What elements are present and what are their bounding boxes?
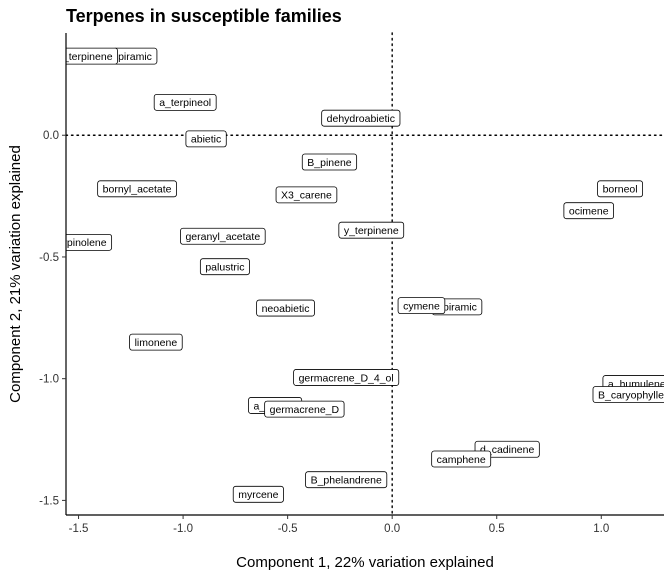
x-tick-label: -0.5 xyxy=(278,523,298,535)
point-label-text: B_pinene xyxy=(307,157,352,169)
x-axis-title: Component 1, 22% variation explained xyxy=(236,554,494,571)
point-label-text: neoabietic xyxy=(262,303,310,315)
point-label: X3_carene xyxy=(275,186,338,204)
point-label-box xyxy=(199,258,250,276)
point-label: camphene xyxy=(431,450,492,468)
point-label-text: B_caryophyllene xyxy=(598,389,672,401)
chart-title: Terpenes in susceptible families xyxy=(66,6,342,26)
point-label: germacrene_D_4_ol xyxy=(293,369,400,386)
point-label-box xyxy=(256,299,315,317)
reference-lines xyxy=(65,32,665,516)
point-label-box xyxy=(185,130,227,148)
point-label-box xyxy=(338,221,405,239)
point-label-text: abietic xyxy=(191,134,221,146)
y-tick-label: -1.5 xyxy=(39,495,59,507)
point-label: B_caryophyllene xyxy=(592,386,672,403)
point-label-text: opiramic xyxy=(437,302,477,314)
point-label: myrcene xyxy=(232,485,284,503)
x-tick-label: 0.0 xyxy=(384,523,400,535)
point-label: abietic xyxy=(185,130,227,148)
point-label-partial: piramic xyxy=(112,47,158,65)
point-label-text: B_phelandrene xyxy=(311,475,382,487)
point-label-text: geranyl_acetate xyxy=(185,231,260,243)
tick-labels: -1.5 -1.0 -0.5 0.0 0.5 1.0 -1.5 -1.0 -0.5 0.0 xyxy=(39,130,609,535)
y-tick-label: -0.5 xyxy=(39,252,59,264)
point-label-box xyxy=(232,485,284,503)
point-label-text: a_terpineol xyxy=(159,97,211,109)
point-label: cymene xyxy=(397,297,446,315)
point-label: neoabietic xyxy=(256,299,315,317)
y-tick-label: -1.0 xyxy=(39,374,59,386)
point-label: B_pinene xyxy=(301,153,358,171)
point-label-text: a_terpinene xyxy=(57,51,113,63)
point-label-box xyxy=(97,180,177,198)
point-label-text: germacrene_D_4_ol xyxy=(299,372,394,384)
x-tick-label: -1.5 xyxy=(69,523,89,535)
point-label-text: bornyl_acetate xyxy=(103,184,172,196)
point-label-box xyxy=(321,109,401,127)
x-tick-label: 1.0 xyxy=(593,523,609,535)
y-axis-title: Component 2, 21% variation explained xyxy=(7,145,24,403)
point-label-box xyxy=(563,202,614,220)
point-label-text: ocimene xyxy=(569,206,609,218)
point-label-box xyxy=(431,450,492,468)
point-label-box xyxy=(293,369,400,386)
point-label: y_terpinene xyxy=(338,221,405,239)
point-label: limonene xyxy=(129,333,183,351)
point-label-box xyxy=(275,186,338,204)
point-label: palustric xyxy=(199,258,250,276)
point-label: a_terpineol xyxy=(153,93,217,111)
point-label-text: piramic xyxy=(118,51,152,63)
point-label: a_terpinene xyxy=(57,47,118,65)
point-label-box xyxy=(66,233,113,251)
point-label-box xyxy=(264,400,345,418)
point-label-box xyxy=(301,153,358,171)
point-label-box xyxy=(592,386,664,403)
point-label-text: terpinolene xyxy=(55,237,107,249)
point-label-text: cymene xyxy=(403,300,440,312)
point-label: ocimene xyxy=(563,202,614,220)
point-label-box xyxy=(153,93,217,111)
x-tick-label: -1.0 xyxy=(173,523,193,535)
point-label-text: germacrene_D xyxy=(270,404,340,416)
x-tick-label: 0.5 xyxy=(489,523,505,535)
point-label: borneol xyxy=(597,180,644,198)
axes xyxy=(62,33,664,519)
point-label: dehydroabietic xyxy=(321,109,401,127)
point-label: terpinolene xyxy=(55,233,113,251)
point-label: d_cadinene xyxy=(474,440,540,458)
point-label-text: borneol xyxy=(603,184,638,196)
point-label-text: d_cadinene xyxy=(480,444,534,456)
point-label-text: dehydroabietic xyxy=(327,113,395,125)
point-label-box xyxy=(597,180,644,198)
y-tick-label: 0.0 xyxy=(43,130,59,142)
point-label: germacrene_D xyxy=(264,400,345,418)
point-label-box xyxy=(180,227,266,245)
point-label: bornyl_acetate xyxy=(97,180,177,198)
point-label-text: X3_carene xyxy=(281,190,332,202)
point-label: B_phelandrene xyxy=(305,471,388,489)
point-label-box xyxy=(129,333,183,351)
point-labels: piramic opiramic a_terpinene a_terpineoldeh… xyxy=(55,47,672,503)
point-label-text: palustric xyxy=(205,261,244,273)
point-label-text: limonene xyxy=(135,337,178,349)
point-label-text: camphene xyxy=(437,454,486,466)
point-label-text: myrcene xyxy=(238,489,278,501)
point-label-text: y_terpinene xyxy=(344,225,399,237)
point-label-box xyxy=(474,440,540,458)
point-label: geranyl_acetate xyxy=(180,227,266,245)
point-label-box xyxy=(397,297,446,315)
point-label-box xyxy=(66,47,118,65)
point-label-box xyxy=(305,471,388,489)
